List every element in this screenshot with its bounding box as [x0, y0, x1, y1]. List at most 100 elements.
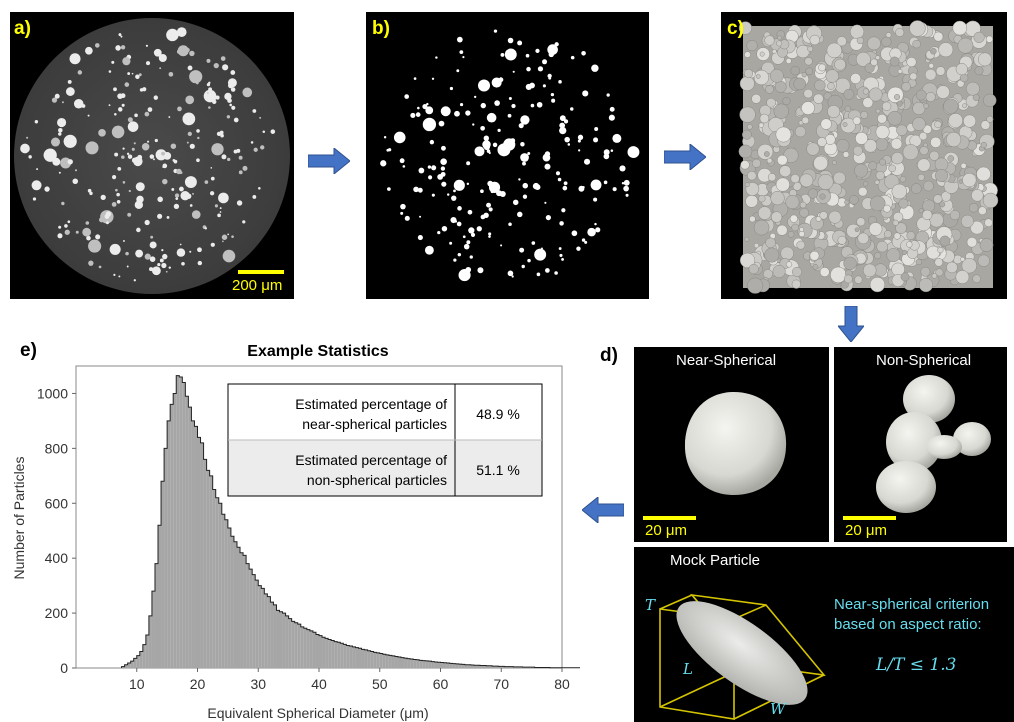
volume-particle: [790, 65, 800, 76]
volume-particle: [843, 88, 855, 100]
ct-particle: [118, 33, 122, 37]
volume-particle: [751, 93, 762, 104]
panel-d-label: d): [600, 345, 618, 366]
volume-particle: [758, 195, 766, 203]
ct-particle: [111, 125, 125, 139]
histogram-bar: [437, 662, 441, 668]
histogram-bar: [154, 563, 159, 668]
binary-particle: [594, 222, 597, 226]
ct-particle: [222, 64, 229, 71]
ct-particle: [58, 225, 62, 229]
binary-particle: [623, 185, 629, 192]
ct-particle: [85, 221, 90, 225]
binary-particle: [531, 241, 536, 245]
ct-particle: [228, 82, 234, 89]
ct-particle: [122, 57, 131, 66]
volume-particle: [779, 165, 792, 178]
volume-particle: [860, 110, 869, 119]
volume-particle: [862, 97, 874, 108]
ct-particle: [153, 48, 162, 57]
volume-particle: [739, 76, 755, 92]
x-tick-label: 50: [372, 676, 388, 692]
binary-particle: [507, 37, 514, 44]
volume-particle: [828, 210, 842, 224]
histogram-bar: [273, 604, 277, 668]
binary-particle: [550, 92, 555, 97]
ct-particle: [161, 151, 165, 156]
binary-particle: [547, 73, 552, 79]
ct-particle: [189, 250, 192, 253]
ct-particle: [161, 248, 164, 252]
ct-particle: [98, 265, 102, 269]
volume-particle: [809, 34, 820, 46]
volume-particle: [935, 268, 944, 277]
ct-particle: [124, 82, 130, 87]
volume-particle: [972, 274, 981, 284]
binary-particle: [551, 98, 556, 103]
histogram-bar: [285, 615, 289, 668]
ct-particle: [98, 217, 105, 223]
ct-particle: [149, 154, 155, 159]
binary-particle: [530, 103, 535, 108]
ct-particle: [168, 116, 171, 118]
histogram-bar: [431, 661, 435, 668]
volume-particle: [817, 173, 834, 190]
arrow-right-icon: [308, 148, 350, 174]
volume-particle: [926, 245, 941, 260]
volume-particle: [886, 248, 901, 263]
binary-particle: [462, 56, 465, 59]
ct-particle: [189, 70, 203, 84]
ct-particle: [133, 156, 143, 167]
ct-particle: [210, 242, 215, 247]
ct-particle: [168, 72, 174, 77]
table-row-2-label-line-1: Estimated percentage of: [295, 452, 447, 468]
volume-particle: [862, 88, 870, 95]
binary-particle: [480, 125, 485, 131]
ct-particle: [197, 260, 203, 266]
histogram-bar: [297, 624, 301, 668]
histogram-bar: [492, 666, 496, 668]
volume-particle: [960, 214, 974, 228]
binary-particle: [454, 110, 460, 117]
y-tick-label: 600: [45, 495, 69, 511]
volume-particle: [746, 39, 758, 52]
binary-particle: [520, 115, 530, 125]
binary-particle: [627, 146, 640, 159]
volume-particle: [982, 192, 999, 209]
binary-particle: [555, 171, 561, 176]
histogram-bar: [331, 640, 335, 668]
histogram-bar: [337, 642, 341, 668]
histogram-bar: [495, 666, 499, 668]
binary-particle: [441, 145, 446, 151]
ct-particle: [128, 189, 131, 193]
histogram-bar: [300, 626, 304, 668]
volume-particle: [912, 117, 926, 131]
ct-particle: [242, 220, 246, 224]
volume-particle: [875, 137, 889, 151]
binary-particle: [477, 267, 484, 274]
binary-particle: [564, 136, 570, 143]
binary-particle: [437, 174, 444, 180]
histogram-bar: [230, 536, 234, 668]
binary-particle: [418, 167, 425, 174]
histogram-bar: [352, 646, 356, 668]
binary-particle: [415, 112, 421, 117]
volume-particle: [748, 263, 759, 275]
volume-particle: [986, 115, 994, 123]
x-axis-label: Equivalent Spherical Diameter (μm): [207, 705, 428, 721]
ct-particle: [191, 210, 201, 219]
volume-particle: [787, 230, 795, 238]
particle-volume-image: [738, 20, 999, 294]
volume-particle: [915, 89, 927, 101]
binary-particle: [459, 103, 464, 107]
volume-particle: [923, 180, 934, 192]
volume-particle: [980, 120, 991, 130]
ct-particle: [133, 142, 136, 145]
histogram-outline: [121, 375, 580, 669]
histogram-bar: [516, 666, 520, 668]
histogram-bar: [121, 666, 125, 668]
binary-particle: [559, 115, 566, 122]
ct-particle: [250, 141, 254, 144]
volume-particle: [739, 106, 756, 123]
table-row-1-label-line-2: near-spherical particles: [302, 416, 447, 432]
